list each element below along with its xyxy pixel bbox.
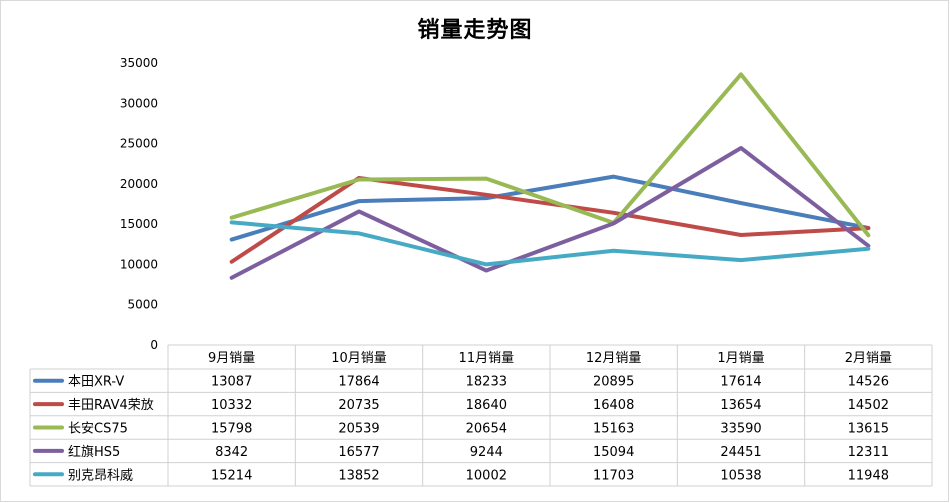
chart-title: 销量走势图 xyxy=(417,18,533,43)
x-category-label: 2月销量 xyxy=(845,351,892,366)
data-table-value: 15163 xyxy=(593,422,634,437)
series-line xyxy=(229,174,871,242)
data-table-value: 13087 xyxy=(211,375,252,390)
data-table-value: 14502 xyxy=(848,398,889,413)
series-line xyxy=(229,145,871,280)
data-table-value: 17614 xyxy=(720,375,761,390)
data-table-value: 20539 xyxy=(338,422,379,437)
y-tick-label: 0 xyxy=(150,338,158,352)
data-table-value: 10538 xyxy=(720,468,761,483)
y-tick-label: 25000 xyxy=(120,137,158,151)
data-table-value: 16577 xyxy=(338,445,379,460)
x-category-label: 1月销量 xyxy=(717,351,764,366)
data-table-value: 11948 xyxy=(848,468,889,483)
data-table-value: 11703 xyxy=(593,468,634,483)
data-table-value: 12311 xyxy=(848,445,889,460)
data-table-value: 15798 xyxy=(211,422,252,437)
series-line xyxy=(229,220,871,267)
data-table-value: 20895 xyxy=(593,375,634,390)
data-table-value: 13852 xyxy=(338,468,379,483)
data-table-value: 13615 xyxy=(848,422,889,437)
data-table-value: 17864 xyxy=(338,375,379,390)
legend-label: 别克昂科威 xyxy=(68,468,133,483)
legend-label: 长安CS75 xyxy=(68,422,128,437)
legend-label: 丰田RAV4荣放 xyxy=(68,398,154,413)
x-category-label: 10月销量 xyxy=(331,351,387,366)
y-tick-label: 20000 xyxy=(120,177,158,191)
data-table-value: 9244 xyxy=(470,445,503,460)
data-table-value: 14526 xyxy=(848,375,889,390)
x-category-label: 12月销量 xyxy=(586,351,642,366)
y-tick-label: 5000 xyxy=(127,298,158,312)
data-table-value: 33590 xyxy=(720,422,761,437)
series-line xyxy=(229,72,871,238)
x-category-label: 9月销量 xyxy=(208,351,255,366)
data-table-value: 18233 xyxy=(466,375,507,390)
legend-label: 本田XR-V xyxy=(68,375,124,390)
series-line xyxy=(229,175,871,264)
data-table-value: 8342 xyxy=(215,445,248,460)
data-table-value: 15094 xyxy=(593,445,634,460)
y-tick-label: 10000 xyxy=(120,257,158,271)
data-table-value: 18640 xyxy=(466,398,507,413)
data-table-value: 15214 xyxy=(211,468,252,483)
data-table-value: 20735 xyxy=(338,398,379,413)
y-tick-label: 15000 xyxy=(120,217,158,231)
legend-label: 红旗HS5 xyxy=(68,444,120,460)
x-category-label: 11月销量 xyxy=(459,351,515,366)
data-table-value: 16408 xyxy=(593,398,634,413)
data-table-value: 10332 xyxy=(211,398,252,413)
data-table-value: 10002 xyxy=(466,468,507,483)
data-table-value: 20654 xyxy=(466,422,507,437)
data-table-value: 24451 xyxy=(720,445,761,460)
data-table-value: 13654 xyxy=(720,398,761,413)
y-tick-label: 30000 xyxy=(120,96,158,110)
y-tick-label: 35000 xyxy=(120,56,158,70)
